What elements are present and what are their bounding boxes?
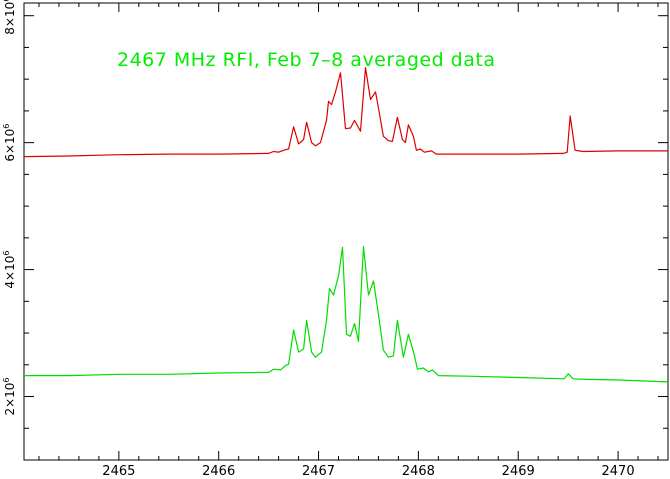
axis-ticks	[24, 3, 668, 461]
x-tick-label: 2468	[402, 464, 435, 479]
x-tick-label: 2466	[202, 464, 235, 479]
plot-frame	[23, 2, 669, 461]
x-tick-label: 2469	[502, 464, 535, 479]
series-line-2	[24, 246, 669, 383]
x-tick-label: 2467	[302, 464, 335, 479]
x-tick-labels: 2465 2466 2467 2468 2469 2470	[102, 464, 634, 479]
chart-title: 2467 MHz RFI, Feb 7–8 averaged data	[117, 49, 495, 71]
x-tick-label: 2465	[102, 464, 135, 479]
y-tick-labels: 2×106 4×106 6×106 8×106	[2, 0, 17, 416]
series-line-1	[23, 67, 668, 158]
y-tick-label: 8×106	[2, 0, 17, 35]
series-lines	[23, 67, 669, 383]
y-tick-label: 2×106	[2, 377, 17, 415]
y-tick-label: 6×106	[2, 124, 17, 162]
x-tick-label: 2470	[602, 464, 635, 479]
y-tick-label: 4×106	[2, 251, 17, 289]
